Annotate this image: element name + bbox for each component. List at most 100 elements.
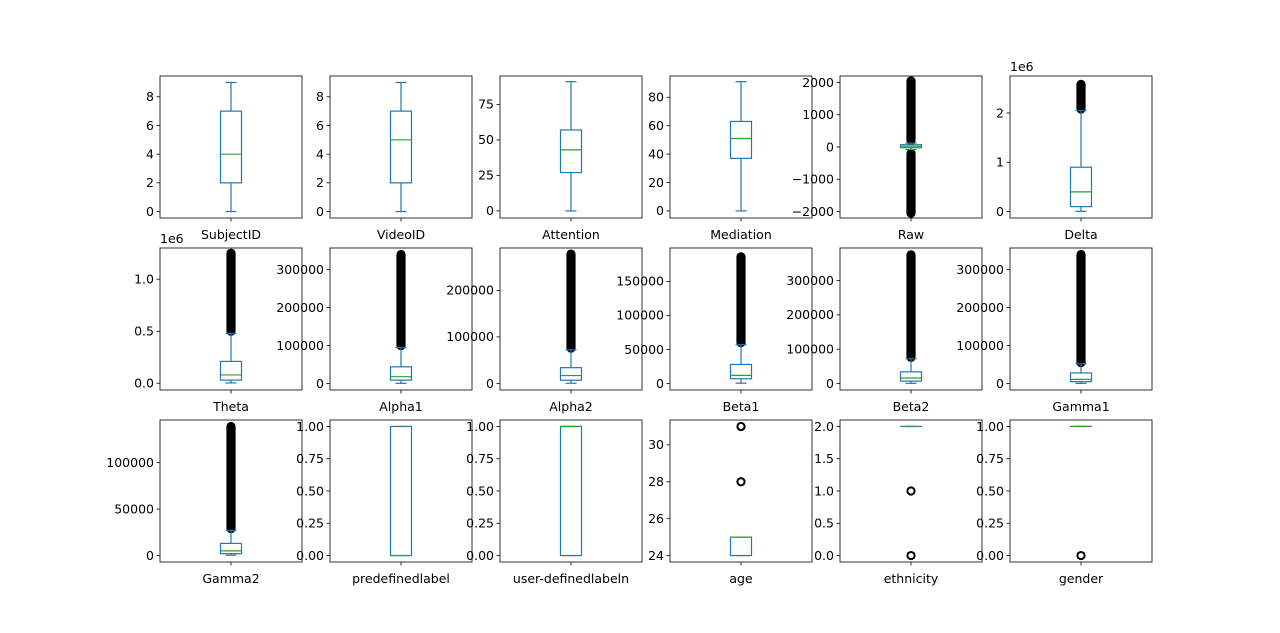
boxplot-mediation	[729, 81, 753, 212]
y-tick-label: 0	[996, 204, 1004, 219]
x-label: Gamma1	[1052, 399, 1109, 414]
x-label: gender	[1059, 571, 1104, 586]
y-tick-label: 0.5	[814, 516, 834, 531]
flier-point	[906, 550, 916, 561]
flier-band	[226, 248, 236, 336]
y-tick-label: 200000	[276, 300, 324, 315]
y-tick-label: 0.25	[976, 516, 1004, 531]
subplot-gamma2: 0 50000 100000 Gamma2	[106, 419, 303, 586]
y-tick-label: 6	[316, 118, 324, 133]
iqr-box	[899, 371, 923, 382]
subplot-beta1: 0 50000 100000 150000 Beta1	[616, 247, 813, 414]
iqr-box	[389, 110, 413, 184]
y-tick-label: 28	[648, 474, 664, 489]
x-label: Beta2	[893, 399, 930, 414]
boxplot-alpha2	[559, 249, 583, 384]
iqr-box	[559, 129, 583, 174]
y-tick-label: 100000	[106, 455, 154, 470]
flier-band	[906, 76, 916, 146]
y-tick-label: 40	[648, 146, 664, 161]
axes-frame	[329, 419, 473, 563]
flier-point	[736, 421, 746, 432]
flier-point	[906, 486, 916, 496]
x-label: ethnicity	[884, 571, 939, 586]
subplot-alpha2: 0 100000 200000 Alpha2	[446, 247, 643, 414]
y-tick-label: 0	[486, 203, 494, 218]
x-label: Attention	[542, 227, 600, 242]
y-tick-label: 0.5	[134, 324, 154, 339]
flier-band	[226, 421, 236, 534]
subplot-ethnicity: 0.0 0.5 1.0 1.5 2.0 ethnicity	[814, 419, 983, 586]
y-tick-label: 1.00	[976, 419, 1004, 434]
y-tick-label: 0.50	[466, 483, 494, 498]
flier-band	[1076, 79, 1086, 114]
y-tick-label: 0.75	[466, 451, 494, 466]
flier-band	[566, 249, 576, 353]
flier-point	[1076, 550, 1086, 561]
y-tick-label: 0.0	[134, 376, 154, 391]
subplot-mediation: 0 20 40 60 80 Mediation	[648, 75, 813, 242]
y-tick-label: 6	[146, 118, 154, 133]
y-tick-label: 0	[486, 376, 494, 391]
y-tick-label: 150000	[616, 274, 664, 289]
iqr-box	[219, 110, 243, 184]
y-tick-label: 0	[146, 204, 154, 219]
y-tick-label: 50000	[114, 501, 154, 516]
y-tick-label: 1	[996, 155, 1004, 170]
subplot-gamma1: 0 100000 200000 300000 Gamma1	[956, 247, 1153, 414]
y-tick-label: 2	[146, 175, 154, 190]
subplot-delta: 0 1 2 1e6 Delta	[996, 59, 1153, 242]
y-tick-label: 200000	[786, 307, 834, 322]
subplot-beta2: 0 100000 200000 300000 Beta2	[786, 247, 983, 414]
x-label: Alpha2	[549, 399, 593, 414]
flier-band	[736, 252, 746, 348]
y-tick-label: 80	[648, 90, 664, 105]
offset-label: 1e6	[160, 231, 184, 246]
y-tick-label: 50000	[624, 342, 664, 357]
iqr-box	[729, 363, 753, 380]
x-label: Theta	[212, 399, 249, 414]
y-tick-label: 1.0	[814, 483, 834, 498]
iqr-box	[729, 536, 753, 557]
y-tick-label: 200000	[446, 283, 494, 298]
y-tick-label: 0.00	[296, 548, 324, 563]
y-tick-label: 100000	[786, 341, 834, 356]
y-tick-label: 2000	[802, 75, 834, 90]
axes-frame	[499, 419, 643, 563]
y-tick-label: 0	[316, 376, 324, 391]
y-tick-label: 2	[996, 105, 1004, 120]
y-tick-label: 0.00	[466, 548, 494, 563]
y-tick-label: 1000	[802, 107, 834, 122]
y-tick-label: 0	[316, 204, 324, 219]
y-tick-label: 0.50	[976, 483, 1004, 498]
x-label: VideoID	[377, 227, 425, 242]
y-tick-label: −1000	[792, 172, 834, 187]
iqr-box	[1069, 166, 1093, 208]
y-tick-label: 0.0	[814, 548, 834, 563]
subplot-attention: 0 25 50 75 Attention	[478, 75, 643, 242]
axes-frame	[1009, 419, 1153, 563]
flier-point	[736, 477, 746, 487]
boxplot-ethnicity	[899, 425, 923, 561]
iqr-box	[219, 542, 243, 555]
y-tick-label: 8	[316, 89, 324, 104]
x-label: Mediation	[710, 227, 772, 242]
y-tick-label: 25	[478, 168, 494, 183]
subplot-age: 24 26 28 30 age	[648, 419, 813, 586]
y-tick-label: 60	[648, 118, 664, 133]
boxplot-gender	[1069, 425, 1093, 561]
iqr-box	[389, 425, 413, 557]
subplot-predefinedlabel: 0.00 0.25 0.50 0.75 1.00 predefinedlabel	[296, 419, 473, 586]
flier-band	[396, 249, 406, 351]
y-tick-label: 1.00	[296, 419, 324, 434]
y-tick-label: 50	[478, 132, 494, 147]
subplot-raw: −2000 −1000 0 1000 2000 Raw	[792, 75, 983, 242]
y-tick-label: 20	[648, 175, 664, 190]
x-label: SubjectID	[201, 227, 261, 242]
y-tick-label: 26	[648, 511, 664, 526]
y-tick-label: 2.0	[814, 419, 834, 434]
y-tick-label: 0	[656, 203, 664, 218]
boxplot-gamma1	[1069, 249, 1093, 384]
y-tick-label: 0.50	[296, 483, 324, 498]
boxplot-delta	[1069, 79, 1093, 212]
